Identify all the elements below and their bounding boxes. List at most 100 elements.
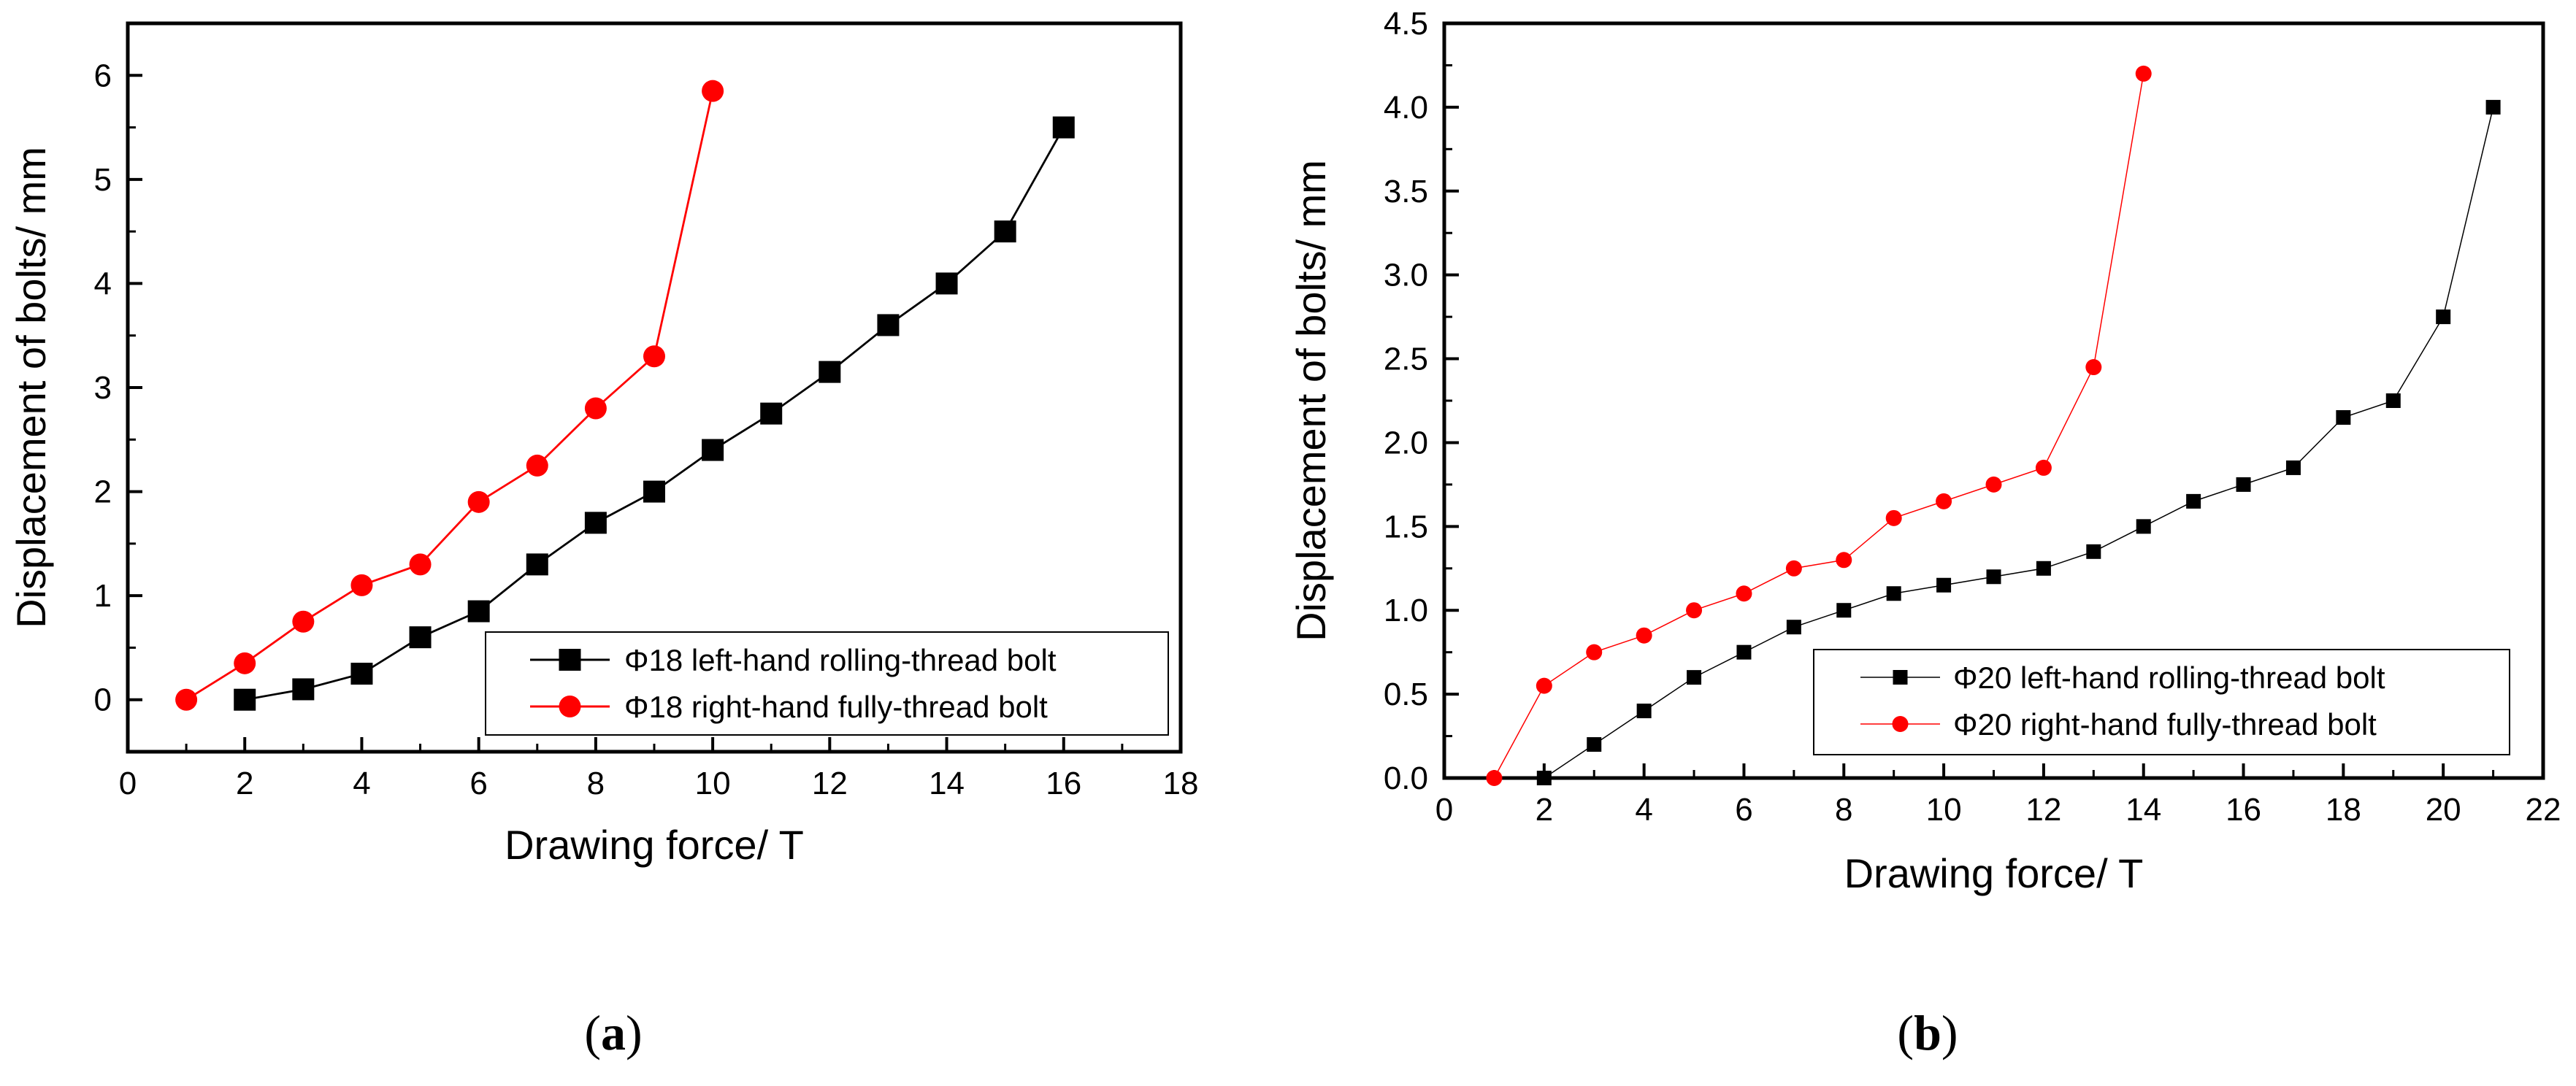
- data-point-circle: [1936, 493, 1952, 509]
- data-point-square: [1736, 644, 1752, 660]
- data-point-circle: [584, 397, 607, 420]
- data-point-square: [2086, 544, 2101, 559]
- x-tick-label: 10: [1926, 792, 1962, 828]
- x-tick-label: 10: [695, 766, 731, 801]
- data-point-circle: [2135, 65, 2152, 82]
- data-point-circle: [643, 345, 665, 368]
- data-point-circle: [1736, 585, 1752, 602]
- x-tick-label: 4: [1635, 792, 1652, 828]
- data-point-square: [819, 361, 841, 383]
- data-point-square: [2436, 309, 2451, 325]
- data-point-square: [1052, 116, 1075, 139]
- data-point-circle: [1985, 476, 2002, 493]
- data-point-circle: [1885, 509, 1902, 526]
- x-axis-label: Drawing force/ T: [1844, 850, 2144, 896]
- caption-b: (b): [1897, 1005, 1958, 1060]
- x-tick-label: 18: [2326, 792, 2361, 828]
- data-point-square: [467, 600, 490, 623]
- x-tick-label: 20: [2426, 792, 2461, 828]
- data-point-square: [1936, 577, 1952, 593]
- data-point-square: [234, 688, 256, 711]
- data-point-circle: [2035, 459, 2052, 476]
- data-point-square: [2236, 477, 2251, 492]
- legend-swatch-square: [1893, 670, 1908, 685]
- data-point-square: [409, 626, 432, 649]
- data-point-square: [643, 480, 665, 503]
- x-tick-label: 2: [1536, 792, 1553, 828]
- x-tick-label: 8: [587, 766, 605, 801]
- x-tick-label: 14: [929, 766, 965, 801]
- x-tick-label: 2: [236, 766, 253, 801]
- y-tick-label: 0.5: [1384, 677, 1428, 712]
- x-tick-label: 6: [1735, 792, 1752, 828]
- series-line-1: [1544, 107, 2494, 779]
- data-point-square: [350, 663, 373, 685]
- y-tick-label: 3: [94, 370, 112, 406]
- data-point-circle: [409, 553, 432, 576]
- x-tick-label: 14: [2125, 792, 2161, 828]
- data-point-square: [2485, 99, 2501, 115]
- data-point-square: [292, 678, 315, 701]
- data-point-circle: [1836, 552, 1852, 569]
- data-point-circle: [1785, 560, 1802, 577]
- data-point-square: [1886, 586, 1901, 601]
- caption-a-letter: a: [601, 1005, 626, 1060]
- caption-b-letter: b: [1914, 1005, 1941, 1060]
- legend-label-1: Φ20 left-hand rolling-thread bolt: [1953, 661, 2385, 695]
- data-point-square: [1687, 670, 1702, 685]
- data-point-circle: [1686, 602, 1703, 619]
- data-point-square: [2186, 493, 2201, 509]
- x-tick-label: 22: [2526, 792, 2561, 828]
- data-point-circle: [1536, 677, 1552, 694]
- x-tick-label: 12: [2025, 792, 2061, 828]
- data-point-square: [526, 553, 548, 576]
- legend-label-2: Φ20 right-hand fully-thread bolt: [1953, 707, 2377, 742]
- data-point-square: [760, 402, 783, 425]
- series-line-2: [185, 90, 714, 701]
- data-point-square: [1836, 603, 1852, 618]
- y-tick-label: 1.0: [1384, 593, 1428, 628]
- data-point-square: [2285, 460, 2301, 475]
- y-tick-label: 6: [94, 58, 112, 93]
- data-point-circle: [1586, 644, 1603, 661]
- x-tick-label: 6: [469, 766, 487, 801]
- data-point-circle: [234, 652, 256, 674]
- y-tick-label: 0.0: [1384, 760, 1428, 796]
- data-point-circle: [175, 688, 198, 711]
- series-line-2: [1493, 73, 2144, 779]
- x-tick-label: 0: [119, 766, 137, 801]
- x-tick-label: 4: [353, 766, 370, 801]
- series-line-1: [244, 126, 1065, 701]
- legend-swatch-circle: [559, 696, 581, 717]
- data-point-circle: [2085, 359, 2102, 376]
- chart-panel-b: 0 2 4 6 8 10 12 14 16 18 20 22 0.0 0.5 1.0 1.5 2.0 2.5 3.0…: [1288, 6, 2561, 896]
- data-point-square: [1536, 771, 1552, 785]
- data-point-square: [1986, 569, 2001, 585]
- y-tick-label: 3.0: [1384, 258, 1428, 293]
- data-point-square: [1786, 620, 1801, 635]
- legend-swatch-circle: [1892, 716, 1909, 732]
- y-tick-label: 4.5: [1384, 6, 1428, 42]
- x-tick-label: 8: [1835, 792, 1852, 828]
- x-tick-label: 12: [812, 766, 848, 801]
- y-tick-label: 3.5: [1384, 174, 1428, 209]
- caption-a: (a): [584, 1005, 642, 1060]
- y-tick-label: 5: [94, 162, 112, 198]
- legend-box: [485, 631, 1169, 736]
- y-tick-label: 4: [94, 266, 112, 301]
- data-point-circle: [350, 574, 373, 596]
- x-axis-label: Drawing force/ T: [505, 822, 804, 868]
- data-point-square: [877, 314, 900, 336]
- data-point-square: [1636, 704, 1652, 719]
- legend-box: [1813, 649, 2510, 755]
- x-tick-label: 16: [1046, 766, 1081, 801]
- data-point-square: [994, 220, 1016, 243]
- legend-label-2: Φ18 right-hand fully-thread bolt: [624, 690, 1048, 724]
- y-tick-label: 2: [94, 474, 112, 510]
- data-point-circle: [292, 610, 315, 633]
- y-tick-label: 1: [94, 578, 112, 614]
- x-tick-label: 18: [1163, 766, 1199, 801]
- data-point-square: [2336, 409, 2351, 425]
